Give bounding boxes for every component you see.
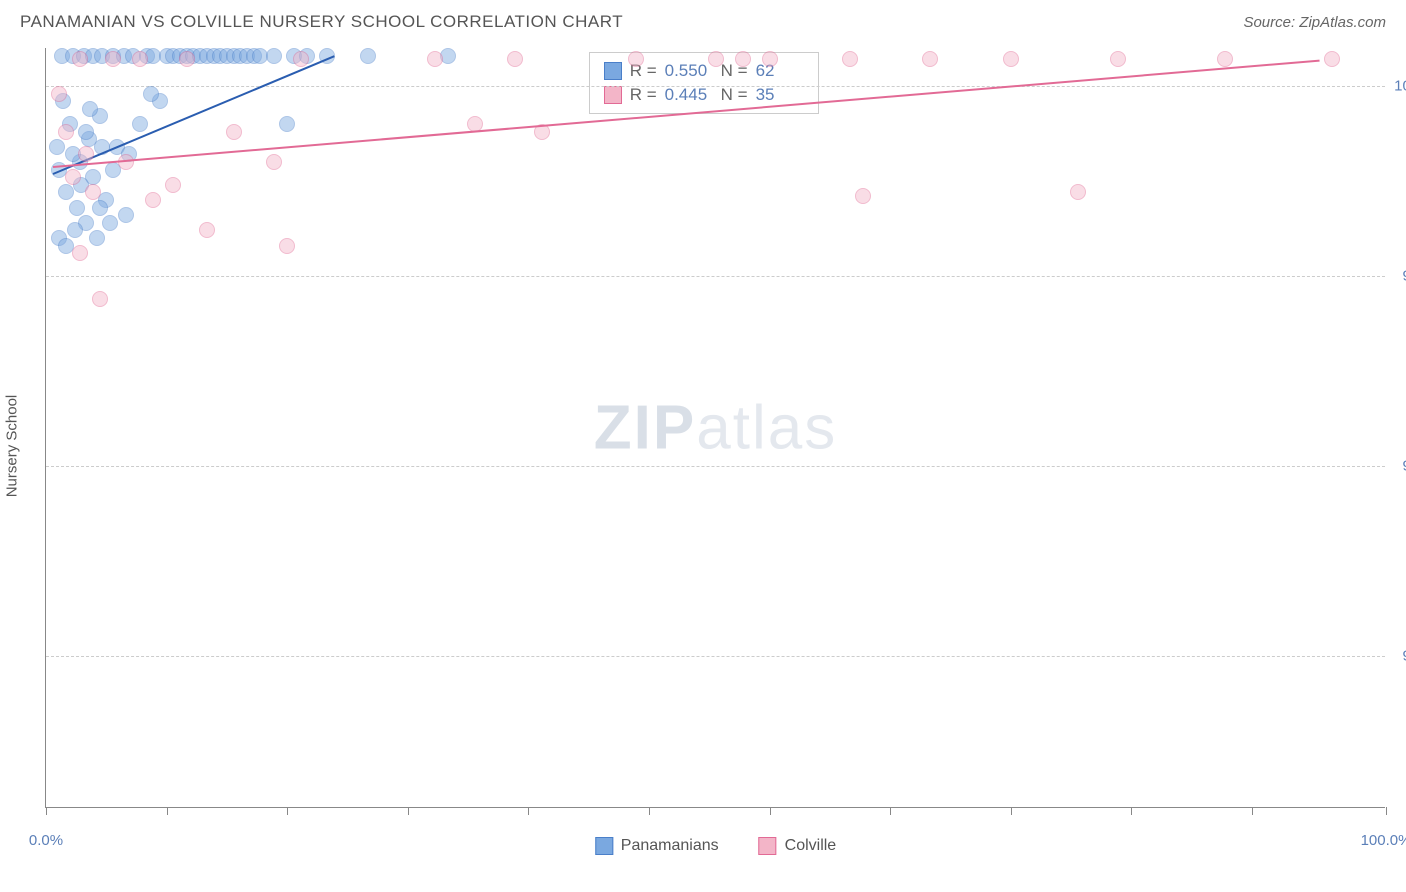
y-tick-label: 97.5%: [1390, 268, 1406, 285]
data-point: [628, 51, 644, 67]
data-point: [105, 51, 121, 67]
data-point: [165, 177, 181, 193]
x-tick: [649, 807, 650, 815]
series-legend: Panamanians Colville: [595, 837, 836, 855]
data-point: [360, 48, 376, 64]
data-point: [145, 192, 161, 208]
scatter-chart: ZIPatlas R =0.550N =62R =0.445N =35 Pana…: [45, 48, 1385, 808]
watermark-light: atlas: [696, 393, 837, 462]
data-point: [65, 169, 81, 185]
data-point: [85, 184, 101, 200]
x-tick: [287, 807, 288, 815]
data-point: [132, 116, 148, 132]
data-point: [92, 291, 108, 307]
series-legend-item: Colville: [759, 837, 837, 855]
data-point: [179, 51, 195, 67]
data-point: [102, 215, 118, 231]
legend-swatch: [759, 837, 777, 855]
x-tick: [890, 807, 891, 815]
series-name: Colville: [785, 837, 837, 855]
data-point: [67, 222, 83, 238]
data-point: [1217, 51, 1233, 67]
source-credit: Source: ZipAtlas.com: [1243, 14, 1386, 31]
x-tick: [1011, 807, 1012, 815]
data-point: [49, 139, 65, 155]
x-tick: [167, 807, 168, 815]
data-point: [1110, 51, 1126, 67]
data-point: [1324, 51, 1340, 67]
stat-r-value: 0.550: [665, 61, 713, 81]
y-axis-label: Nursery School: [4, 395, 21, 498]
series-name: Panamanians: [621, 837, 719, 855]
watermark: ZIPatlas: [594, 392, 837, 463]
data-point: [855, 188, 871, 204]
data-point: [72, 51, 88, 67]
x-tick: [770, 807, 771, 815]
stat-r-value: 0.445: [665, 85, 713, 105]
data-point: [69, 200, 85, 216]
data-point: [118, 207, 134, 223]
watermark-bold: ZIP: [594, 393, 696, 462]
data-point: [279, 116, 295, 132]
data-point: [279, 238, 295, 254]
data-point: [51, 86, 67, 102]
data-point: [226, 124, 242, 140]
data-point: [922, 51, 938, 67]
chart-title: PANAMANIAN VS COLVILLE NURSERY SCHOOL CO…: [20, 12, 623, 32]
x-tick: [528, 807, 529, 815]
x-tick: [408, 807, 409, 815]
data-point: [72, 245, 88, 261]
x-tick: [46, 807, 47, 815]
series-legend-item: Panamanians: [595, 837, 719, 855]
data-point: [427, 51, 443, 67]
data-point: [92, 200, 108, 216]
data-point: [1003, 51, 1019, 67]
data-point: [82, 101, 98, 117]
gridline: [46, 86, 1385, 87]
data-point: [735, 51, 751, 67]
data-point: [293, 51, 309, 67]
data-point: [78, 146, 94, 162]
data-point: [266, 154, 282, 170]
data-point: [58, 124, 74, 140]
x-tick-label: 100.0%: [1361, 832, 1406, 849]
legend-swatch: [604, 62, 622, 80]
data-point: [58, 184, 74, 200]
stat-r-label: R =: [630, 85, 657, 105]
data-point: [708, 51, 724, 67]
x-tick: [1252, 807, 1253, 815]
gridline: [46, 466, 1385, 467]
data-point: [89, 230, 105, 246]
x-tick: [1131, 807, 1132, 815]
gridline: [46, 276, 1385, 277]
data-point: [1070, 184, 1086, 200]
stat-n-label: N =: [721, 85, 748, 105]
legend-swatch: [595, 837, 613, 855]
y-tick-label: 92.5%: [1390, 648, 1406, 665]
x-tick-label: 0.0%: [29, 832, 63, 849]
data-point: [842, 51, 858, 67]
y-tick-label: 95.0%: [1390, 458, 1406, 475]
data-point: [440, 48, 456, 64]
data-point: [132, 51, 148, 67]
data-point: [199, 222, 215, 238]
data-point: [143, 86, 159, 102]
y-tick-label: 100.0%: [1390, 78, 1406, 95]
legend-swatch: [604, 86, 622, 104]
data-point: [266, 48, 282, 64]
x-tick: [1386, 807, 1387, 815]
stat-n-value: 35: [756, 85, 804, 105]
data-point: [78, 124, 94, 140]
data-point: [507, 51, 523, 67]
data-point: [762, 51, 778, 67]
gridline: [46, 656, 1385, 657]
